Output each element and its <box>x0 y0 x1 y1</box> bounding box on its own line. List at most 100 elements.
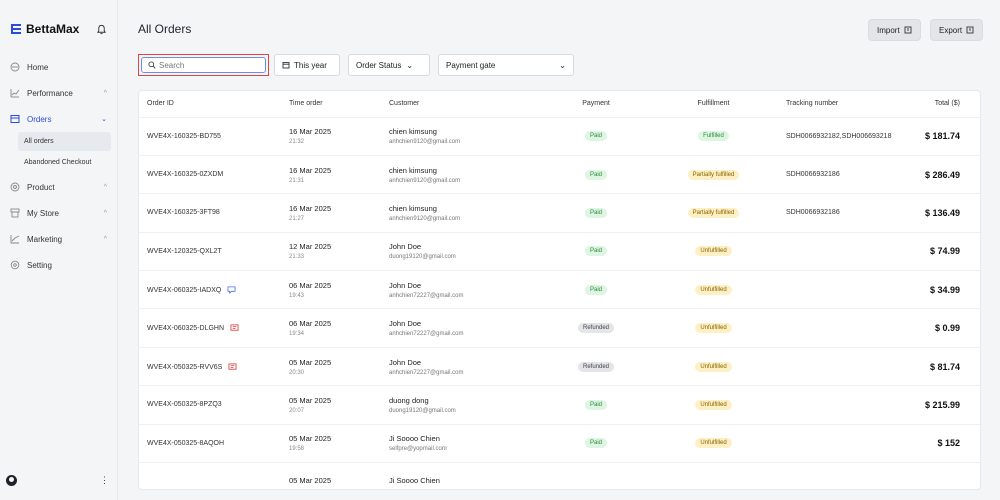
order-id[interactable]: WVE4X-050325-8PZQ3 <box>147 401 222 409</box>
table-header-row: Order ID Time order Customer Payment Ful… <box>139 91 980 118</box>
fulfillment-cell: Fulfilled <box>651 117 776 156</box>
payment-cell: Refunded <box>541 347 651 387</box>
order-id-cell[interactable]: WVE4X-160325-0ZXDM <box>139 155 289 195</box>
order-id[interactable]: WVE4X-120325-QXL2T <box>147 247 222 255</box>
avatar[interactable] <box>6 475 17 486</box>
order-date: 05 Mar 2025 <box>289 475 332 485</box>
table-row[interactable]: WVE4X-060325-IADXQ 06 Mar 2025 19:43 John D… <box>139 270 980 310</box>
order-status-dropdown[interactable]: Order Status ⌄ <box>348 54 430 76</box>
tracking-number-cell <box>776 462 902 489</box>
table-row[interactable]: WVE4X-160325-3FT98 16 Mar 2025 21:27 chien … <box>139 193 980 233</box>
alert-note-icon[interactable] <box>228 362 237 371</box>
alert-note-icon[interactable] <box>230 324 239 332</box>
customer-email: duong19120@gmail.com <box>389 254 456 261</box>
order-total: $ 181.74 <box>924 131 960 142</box>
order-id-cell[interactable]: WVE4X-160325-BD755 <box>139 117 289 156</box>
sidebar-item-performance[interactable]: Performance ^ <box>0 80 117 106</box>
order-id[interactable]: WVE4X-050325-RVV6S <box>147 363 223 371</box>
order-time: 21:31 <box>289 177 305 184</box>
table-row[interactable]: 05 Mar 2025 Ji Soooo Chien <box>139 462 980 489</box>
table-row[interactable]: WVE4X-060325-DLGHN 06 Mar 2025 19:34 John D… <box>139 308 980 348</box>
sidebar-item-home[interactable]: Home <box>0 54 117 80</box>
chevron-down-icon: ⌄ <box>406 60 414 70</box>
fulfillment-status-badge: Partially fulfilled <box>687 169 740 180</box>
order-id-cell[interactable]: WVE4X-050325-8PZQ3 <box>139 385 289 425</box>
order-id[interactable]: WVE4X-160325-BD755 <box>147 132 221 140</box>
column-header-fulfillment[interactable]: Fulfillment <box>651 91 776 118</box>
table-row[interactable]: WVE4X-120325-QXL2T 12 Mar 2025 21:33 John D… <box>139 232 980 272</box>
order-id[interactable]: WVE4X-050325-8AQOH <box>147 439 225 447</box>
column-header-total[interactable]: Total ($) <box>902 91 980 118</box>
customer-name: chien kimsung <box>389 165 437 175</box>
sidebar: BettaMax Home Performance ^ Orders ⌄ <box>0 0 118 500</box>
brand-name: BettaMax <box>26 22 80 36</box>
payment-status-badge: Paid <box>584 399 607 410</box>
sidebar-subitem-abandoned-checkout[interactable]: Abandoned Checkout <box>24 159 92 166</box>
fulfillment-status-badge: Fulfilled <box>698 131 729 142</box>
column-header-order-id[interactable]: Order ID <box>139 91 289 118</box>
fulfillment-status-badge: Unfulfilled <box>695 323 732 334</box>
customer-name: chien kimsung <box>389 127 437 137</box>
table-row[interactable]: WVE4X-050325-RVV6S 05 Mar 2025 20:30 John D… <box>139 347 980 387</box>
customer-email: anhchien9120@gmail.com <box>389 215 461 222</box>
tracking-number-cell <box>776 347 902 387</box>
chevron-up-icon: ^ <box>103 89 107 97</box>
order-date: 16 Mar 2025 <box>289 127 332 137</box>
order-id[interactable]: WVE4X-060325-DLGHN <box>147 324 225 332</box>
table-row[interactable]: WVE4X-050325-8PZQ3 05 Mar 2025 20:07 duong … <box>139 385 980 425</box>
flag-icon[interactable] <box>227 286 236 294</box>
customer-cell: John Doe anhchien72227@gmail.com <box>389 308 541 348</box>
customer-cell: chien kimsung anhchien9120@gmail.com <box>389 193 541 233</box>
customer-name: John Doe <box>389 319 422 329</box>
import-button[interactable]: Import <box>868 19 921 41</box>
order-date: 06 Mar 2025 <box>289 280 332 290</box>
sidebar-item-orders[interactable]: Orders ⌄ <box>0 106 117 132</box>
customer-email: anhchien72227@gmail.com <box>389 331 464 338</box>
page-title: All Orders <box>138 22 192 36</box>
order-id-cell[interactable]: WVE4X-060325-IADXQ <box>139 270 289 310</box>
tracking-number-cell <box>776 385 902 425</box>
customer-cell: Ji Soooo Chien <box>389 462 541 489</box>
sidebar-item-setting[interactable]: Setting <box>0 252 117 278</box>
time-order-cell: 05 Mar 2025 20:30 <box>289 347 389 387</box>
export-button[interactable]: Export <box>930 19 984 41</box>
payment-gate-dropdown[interactable]: Payment gate ⌄ <box>438 54 574 76</box>
sidebar-subitem-all-orders[interactable]: All orders <box>18 132 111 151</box>
order-id-cell[interactable] <box>139 462 289 489</box>
order-id[interactable]: WVE4X-160325-0ZXDM <box>147 171 224 179</box>
order-id-cell[interactable]: WVE4X-060325-DLGHN <box>139 308 289 348</box>
table-row[interactable]: WVE4X-160325-BD755 16 Mar 2025 21:32 chien … <box>139 117 980 156</box>
table-row[interactable]: WVE4X-160325-0ZXDM 16 Mar 2025 21:31 chien … <box>139 155 980 195</box>
customer-name: duong dong <box>389 395 429 405</box>
column-header-payment[interactable]: Payment <box>541 91 651 118</box>
product-icon <box>10 182 20 192</box>
payment-status-badge: Paid <box>584 284 607 295</box>
order-date: 05 Mar 2025 <box>289 434 332 444</box>
more-options-icon[interactable]: ⋮ <box>100 475 109 485</box>
order-id[interactable]: WVE4X-160325-3FT98 <box>147 209 220 217</box>
customer-name: John Doe <box>389 357 422 367</box>
order-id-cell[interactable]: WVE4X-050325-8AQOH <box>139 424 289 464</box>
column-header-customer[interactable]: Customer <box>389 91 541 118</box>
import-icon <box>904 26 912 34</box>
column-header-time-order[interactable]: Time order <box>289 91 389 118</box>
search-box[interactable] <box>141 57 266 73</box>
order-id-cell[interactable]: WVE4X-050325-RVV6S <box>139 347 289 387</box>
sidebar-item-marketing[interactable]: Marketing ^ <box>0 226 117 252</box>
order-id[interactable]: WVE4X-060325-IADXQ <box>147 286 222 294</box>
bell-icon[interactable] <box>96 24 107 35</box>
order-date: 12 Mar 2025 <box>289 242 332 252</box>
search-input[interactable] <box>159 60 249 70</box>
fulfillment-status-badge: Unfulfilled <box>695 399 732 410</box>
order-time: 21:33 <box>289 254 305 261</box>
tracking-number-cell: SDH0066932182,SDH006693218 <box>776 117 902 156</box>
order-id-cell[interactable]: WVE4X-160325-3FT98 <box>139 193 289 233</box>
order-id-cell[interactable]: WVE4X-120325-QXL2T <box>139 232 289 272</box>
table-row[interactable]: WVE4X-050325-8AQOH 05 Mar 2025 19:58 Ji Soo… <box>139 424 980 464</box>
column-header-tracking-number[interactable]: Tracking number <box>776 91 902 118</box>
year-filter-button[interactable]: This year <box>274 54 340 76</box>
sidebar-item-product[interactable]: Product ^ <box>0 174 117 200</box>
customer-name: John Doe <box>389 280 422 290</box>
time-order-cell: 16 Mar 2025 21:31 <box>289 155 389 195</box>
sidebar-item-my-store[interactable]: My Store ^ <box>0 200 117 226</box>
